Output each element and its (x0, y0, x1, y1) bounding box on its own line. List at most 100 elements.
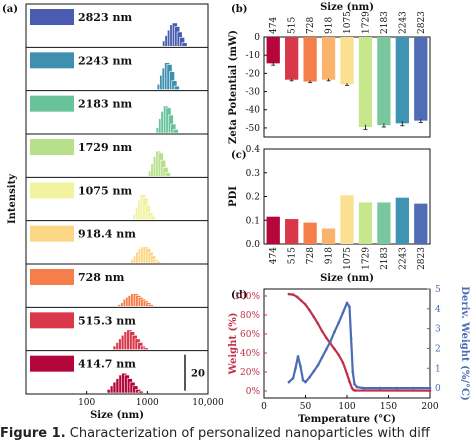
x-tick-label: 0 (261, 402, 267, 412)
y-tick-label: -50 (246, 124, 261, 134)
y-tick-label: 0.4 (246, 145, 261, 155)
y2-tick-label: 4 (435, 305, 441, 315)
data-point (304, 303, 307, 306)
data-point (349, 337, 353, 340)
panel-c-y-axis-label: PDI (228, 186, 239, 207)
x-tick-label: 1000 (136, 398, 159, 408)
data-point (296, 355, 300, 358)
histogram-bar (149, 215, 156, 220)
category-label: 2243 (398, 247, 408, 270)
category-label: 515 (288, 17, 298, 34)
panel-d-letter: (d) (231, 290, 247, 301)
y2-tick-label: 0 (435, 384, 441, 394)
legend-label: 2183 nm (78, 98, 132, 111)
category-label: 918 (325, 17, 335, 34)
bar (285, 219, 299, 244)
category-label: 918 (325, 247, 335, 264)
panel-b-letter: (b) (231, 4, 247, 15)
y-tick-label: -40 (246, 106, 261, 116)
data-point (412, 386, 415, 390)
x-tick-label: 100 (78, 398, 95, 408)
panel-d-y-axis-label: Weight (%) (228, 313, 239, 376)
bar (358, 37, 373, 127)
data-point (351, 370, 355, 374)
bar (414, 37, 428, 121)
x-axis-label: Size (nm) (90, 410, 144, 421)
data-point (320, 356, 324, 359)
data-point (428, 389, 432, 393)
data-point (287, 292, 291, 296)
data-point (291, 376, 295, 380)
figure-caption: Figure 1. Characterization of personaliz… (0, 425, 474, 443)
data-point (300, 299, 303, 303)
y-tick-label: -30 (246, 88, 261, 98)
data-point (354, 389, 357, 392)
data-point (287, 380, 291, 384)
panel-d-y2-axis-label: Deriv. Weight (%/°C) (459, 286, 470, 400)
histogram-bar (137, 390, 144, 394)
figure-canvas: (a) 2823 nm 2243 nm 2183 nm 1729 nm 1075 nm 91… (2, 2, 470, 425)
bar (266, 216, 280, 244)
panel-a-letter: (a) (2, 4, 18, 15)
category-label: 1075 (343, 11, 353, 34)
caption-label: Figure 1. (0, 426, 66, 441)
panel-c-x-axis-label: Size (nm) (320, 273, 374, 284)
category-label: 728 (306, 17, 316, 34)
x-tick-label: 10,000 (192, 398, 224, 408)
bar (377, 37, 391, 126)
category-label: 515 (288, 247, 298, 264)
y-tick-label: 60% (240, 330, 260, 340)
histogram-bar (181, 42, 188, 47)
y-tick-label: 0.1 (246, 216, 260, 226)
y-tick-label: 0.3 (246, 169, 261, 179)
y2-tick-label: 5 (435, 285, 441, 295)
data-point (337, 353, 341, 357)
data-point (308, 375, 311, 379)
legend-label: 728 nm (78, 271, 125, 284)
data-point (395, 386, 399, 390)
data-point (333, 330, 336, 333)
panel-a-frame (25, 3, 209, 395)
data-point (348, 305, 351, 309)
data-point (378, 386, 382, 390)
bar (414, 203, 428, 244)
y-tick-label: -20 (246, 69, 261, 79)
data-point (316, 364, 320, 367)
data-point (362, 386, 365, 390)
data-point (304, 380, 307, 384)
category-label: 2183 (380, 247, 390, 270)
data-point (299, 364, 302, 368)
data-point (295, 295, 299, 299)
data-point (329, 340, 332, 343)
data-point (294, 366, 297, 370)
legend-swatch (30, 139, 74, 155)
y-axis-label: Intensity (7, 173, 18, 224)
data-point (353, 382, 356, 386)
x-tick-label: 50 (300, 402, 312, 412)
bar (395, 37, 409, 124)
y-tick-label: -10 (246, 51, 261, 61)
legend-label: 918.4 nm (78, 228, 136, 241)
category-label: 1729 (361, 11, 371, 34)
category-label: 728 (306, 247, 316, 264)
y2-tick-label: 3 (435, 325, 441, 335)
legend-swatch (30, 225, 74, 242)
caption-text: Characterization of personalized nanopar… (65, 426, 430, 441)
bar (340, 37, 354, 85)
panel-d-x-axis-label: Temperature (°C) (298, 414, 396, 425)
category-label: 2823 (417, 247, 427, 270)
data-point (341, 311, 345, 315)
legend-label: 1729 nm (78, 141, 132, 154)
category-label: 2183 (380, 11, 390, 34)
bar (358, 202, 373, 244)
bar (377, 202, 391, 244)
data-point (312, 315, 316, 319)
bar (395, 197, 409, 244)
y-tick-label: 20% (240, 368, 260, 378)
data-point (308, 308, 311, 312)
histogram-bar (172, 129, 179, 134)
data-point (301, 378, 305, 382)
histogram-bar (142, 347, 149, 350)
histogram-bar (173, 85, 180, 90)
data-point (348, 380, 351, 383)
